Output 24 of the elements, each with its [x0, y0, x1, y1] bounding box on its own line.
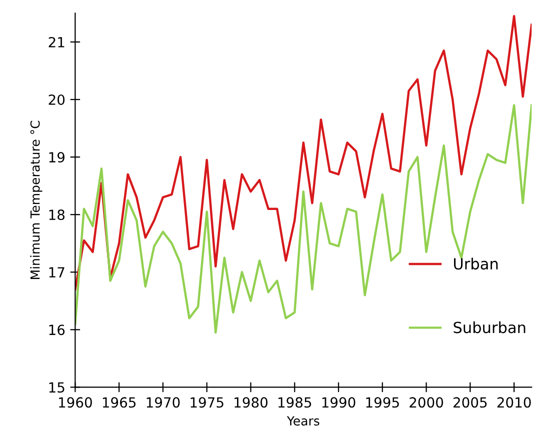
y-axis-title: Minimum Temperature °C — [30, 120, 42, 279]
y-tick-label: 21 — [48, 36, 64, 48]
y-tick-label: 18 — [49, 210, 65, 220]
x-tick-label: 1965 — [102, 397, 136, 408]
y-tick-label: 15 — [49, 382, 64, 393]
x-tick-label: 2010 — [497, 397, 531, 408]
x-tick-label: 1990 — [322, 397, 356, 408]
x-tick-label: 1970 — [146, 397, 180, 408]
y-tick-label: 19 — [49, 152, 64, 163]
x-tick-label: 1960 — [59, 397, 92, 408]
y-tick-label: 20 — [48, 94, 65, 105]
x-axis-title: Years — [286, 416, 320, 426]
x-tick-label: 2005 — [454, 397, 487, 408]
x-tick-label: 1980 — [234, 397, 268, 408]
legend-label: Urban — [454, 258, 498, 270]
x-tick-label: 2000 — [410, 397, 444, 408]
x-tick-label: 1975 — [190, 397, 224, 408]
x-tick-label: 1995 — [366, 397, 399, 408]
x-tick-label: 1985 — [278, 397, 312, 408]
y-tick-label: 16 — [49, 324, 65, 336]
y-tick-label: 17 — [49, 267, 64, 278]
line-series — [75, 104, 532, 334]
legend-label: Suburban — [454, 321, 526, 334]
line-series — [75, 14, 532, 290]
